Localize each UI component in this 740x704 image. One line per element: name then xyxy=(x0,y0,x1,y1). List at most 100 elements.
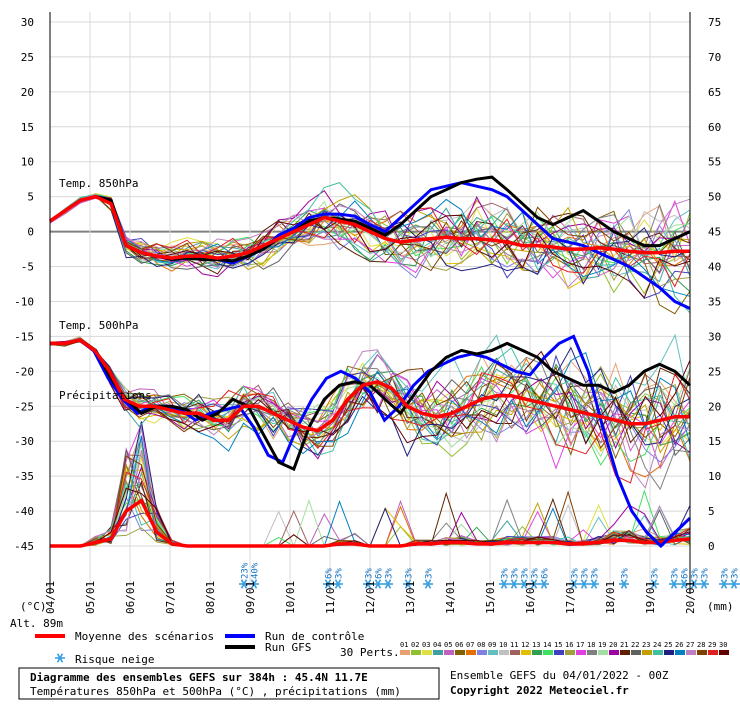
x-tick-label: 13/01 xyxy=(404,581,417,614)
snow-risk-label: 6% xyxy=(681,568,691,579)
x-tick-label: 07/01 xyxy=(164,581,177,614)
member-color-swatch xyxy=(686,650,696,655)
x-tick-label: 08/01 xyxy=(204,581,217,614)
snow-risk-label: 3% xyxy=(521,568,531,579)
member-color-swatch xyxy=(609,650,619,655)
member-id-label: 30 xyxy=(719,641,727,649)
snow-risk-marker: 3% xyxy=(423,568,435,589)
left-tick-label: 20 xyxy=(21,86,34,99)
snow-risk-label: 40% xyxy=(251,562,261,579)
right-tick-label: 15 xyxy=(708,435,721,448)
member-color-swatch xyxy=(576,650,586,655)
member-id-label: 28 xyxy=(697,641,705,649)
member-color-swatch xyxy=(510,650,520,655)
t500-panel-label: Temp. 500hPa xyxy=(59,319,138,332)
legend-snow-label: Risque neige xyxy=(75,653,154,666)
snow-risk-label: 3% xyxy=(581,568,591,579)
left-tick-label: -35 xyxy=(14,470,34,483)
member-color-swatch xyxy=(708,650,718,655)
footer-copyright: Copyright 2022 Meteociel.fr xyxy=(450,684,629,697)
left-tick-label: -15 xyxy=(14,330,34,343)
x-tick-label: 05/01 xyxy=(84,581,97,614)
member-color-swatch xyxy=(543,650,553,655)
member-id-label: 24 xyxy=(653,641,661,649)
member-id-label: 10 xyxy=(499,641,507,649)
snow-risk-marker: 3% xyxy=(499,568,511,589)
right-tick-label: 45 xyxy=(708,226,721,239)
snow-risk-marker: 3% xyxy=(699,568,711,589)
snow-risk-label: 3% xyxy=(591,568,601,579)
member-color-swatch xyxy=(697,650,707,655)
x-tick-label: 10/01 xyxy=(284,581,297,614)
member-color-swatch xyxy=(675,650,685,655)
legend-mean-label: Moyenne des scénarios xyxy=(75,630,214,643)
member-color-swatch xyxy=(631,650,641,655)
right-tick-label: 0 xyxy=(708,540,715,553)
x-tick-label: 15/01 xyxy=(484,581,497,614)
left-tick-label: 5 xyxy=(27,191,34,204)
member-id-label: 09 xyxy=(488,641,496,649)
x-tick-label: 18/01 xyxy=(604,581,617,614)
member-id-label: 29 xyxy=(708,641,716,649)
left-tick-label: -30 xyxy=(14,435,34,448)
left-tick-label: -25 xyxy=(14,400,34,413)
snow-risk-label: 3% xyxy=(731,568,740,579)
member-id-label: 22 xyxy=(631,641,639,649)
right-tick-label: 20 xyxy=(708,400,721,413)
left-tick-label: 25 xyxy=(21,51,34,64)
member-id-label: 04 xyxy=(433,641,441,649)
member-color-swatch xyxy=(400,650,410,655)
right-tick-label: 70 xyxy=(708,51,721,64)
snow-risk-marker: 3% xyxy=(719,568,731,589)
snow-risk-marker: 3% xyxy=(729,568,740,589)
right-tick-label: 35 xyxy=(708,295,721,308)
legend-gfs-label: Run GFS xyxy=(265,641,311,654)
left-tick-label: 0 xyxy=(27,226,34,239)
t850-panel-label: Temp. 850hPa xyxy=(59,177,138,190)
left-tick-label: -10 xyxy=(14,295,34,308)
snow-risk-label: 3% xyxy=(701,568,711,579)
member-id-label: 11 xyxy=(510,641,518,649)
member-color-swatch xyxy=(433,650,443,655)
snow-risk-marker: 3% xyxy=(383,568,395,589)
snow-risk-label: 6% xyxy=(541,568,551,579)
altitude-label: Alt. 89m xyxy=(10,617,63,630)
legend-gfs-swatch xyxy=(225,645,255,649)
right-tick-label: 10 xyxy=(708,470,721,483)
right-tick-label: 75 xyxy=(708,16,721,29)
x-tick-label: 17/01 xyxy=(564,581,577,614)
snow-risk-label: 3% xyxy=(671,568,681,579)
member-id-label: 18 xyxy=(587,641,595,649)
member-id-label: 27 xyxy=(686,641,694,649)
snow-risk-label: 3% xyxy=(425,568,435,579)
member-color-swatch xyxy=(554,650,564,655)
legend-perts-label: 30 Perts. xyxy=(340,646,400,659)
member-color-swatch xyxy=(719,650,729,655)
snow-risk-label: 3% xyxy=(405,568,415,579)
left-tick-label: -20 xyxy=(14,365,34,378)
left-tick-label: 10 xyxy=(21,156,34,169)
right-tick-label: 25 xyxy=(708,365,721,378)
member-id-label: 01 xyxy=(400,641,408,649)
member-color-swatch xyxy=(532,650,542,655)
snow-risk-label: 3% xyxy=(531,568,541,579)
snow-risk-label: 3% xyxy=(335,568,345,579)
x-tick-label: 11/01 xyxy=(324,581,337,614)
x-tick-label: 12/01 xyxy=(364,581,377,614)
snow-risk-marker: 6% xyxy=(539,568,551,589)
member-color-swatch xyxy=(455,650,465,655)
member-color-swatch xyxy=(587,650,597,655)
snow-risk-marker: 3% xyxy=(579,568,591,589)
member-id-label: 19 xyxy=(598,641,606,649)
snow-risk-label: 3% xyxy=(571,568,581,579)
footer-run: Ensemble GEFS du 04/01/2022 - 00Z xyxy=(450,669,669,682)
member-id-label: 23 xyxy=(642,641,650,649)
member-id-label: 26 xyxy=(675,641,683,649)
x-tick-label: 14/01 xyxy=(444,581,457,614)
right-tick-label: 30 xyxy=(708,330,721,343)
left-tick-label: -40 xyxy=(14,505,34,518)
member-id-label: 20 xyxy=(609,641,617,649)
left-unit-label: (°C) xyxy=(20,600,47,613)
snow-risk-label: 6% xyxy=(375,568,385,579)
